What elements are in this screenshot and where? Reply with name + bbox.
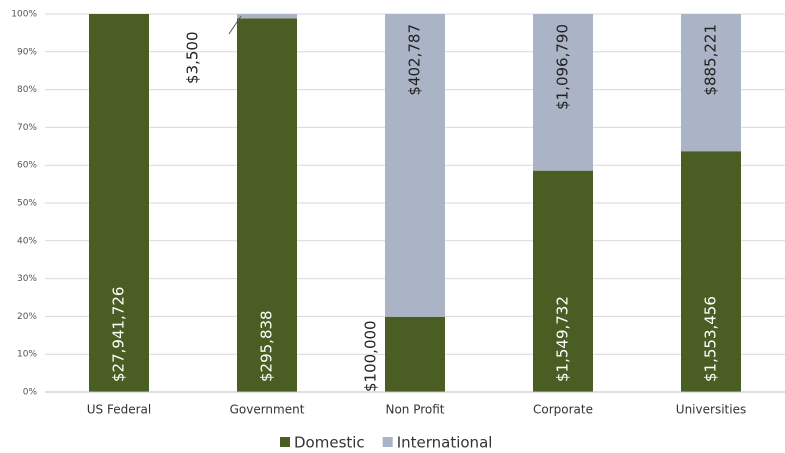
- y-tick-label: 80%: [17, 85, 37, 95]
- y-tick-label: 40%: [17, 236, 37, 246]
- bar-segment: [533, 170, 593, 392]
- bar-segment: [237, 14, 297, 19]
- data-label: $100,000: [362, 320, 380, 392]
- x-tick-label: Government: [230, 403, 305, 417]
- data-label: $295,838: [258, 310, 276, 382]
- bar-segment: [237, 18, 297, 393]
- legend-label: Domestic: [294, 434, 365, 452]
- data-label: $1,096,790: [554, 24, 572, 110]
- y-tick-label: 70%: [17, 123, 37, 133]
- data-label: $1,549,732: [554, 296, 572, 382]
- data-label: $3,500: [184, 32, 202, 85]
- legend-swatch: [280, 437, 290, 447]
- data-label: $402,787: [406, 24, 424, 96]
- data-label: $1,553,456: [702, 296, 720, 382]
- data-label: $885,221: [702, 24, 720, 96]
- y-tick-label: 10%: [17, 350, 37, 360]
- x-tick-label: Universities: [676, 403, 746, 417]
- legend-label: International: [397, 434, 493, 452]
- y-tick-label: 90%: [17, 47, 37, 57]
- y-tick-label: 30%: [17, 274, 37, 284]
- y-tick-label: 100%: [11, 10, 37, 20]
- y-tick-label: 60%: [17, 161, 37, 171]
- y-tick-label: 20%: [17, 312, 37, 322]
- y-tick-label: 0%: [23, 388, 38, 398]
- bar-segment: [681, 151, 741, 392]
- x-tick-label: Corporate: [533, 403, 593, 417]
- x-tick-label: US Federal: [87, 403, 151, 417]
- bar-segment: [385, 14, 445, 317]
- bar-segment: [681, 14, 741, 152]
- bar-segment: [89, 14, 149, 392]
- data-label: $27,941,726: [110, 287, 128, 382]
- bar-segment: [385, 316, 445, 392]
- leader-line: [228, 15, 242, 35]
- legend-swatch: [382, 437, 393, 447]
- bar-segment: [533, 14, 593, 171]
- y-tick-label: 50%: [17, 199, 37, 209]
- x-tick-label: Non Profit: [385, 403, 444, 417]
